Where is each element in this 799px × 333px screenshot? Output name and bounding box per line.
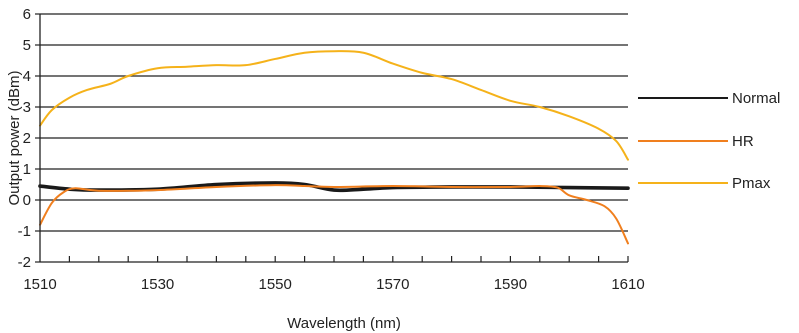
x-tick-label: 1510 — [23, 276, 56, 293]
grid-lines — [40, 44, 628, 232]
x-tick-label: 1610 — [611, 276, 644, 293]
legend-label-normal: Normal — [732, 90, 780, 107]
series-lines — [38, 50, 630, 245]
y-tick-label: 3 — [23, 99, 31, 116]
x-tick-label: 1570 — [376, 276, 409, 293]
legend-label-pmax: Pmax — [732, 175, 771, 192]
y-tick-label: 1 — [23, 161, 31, 178]
y-tick-label: 4 — [23, 68, 31, 85]
y-tick-label: 5 — [23, 37, 31, 54]
y-tick-label: -2 — [18, 254, 31, 271]
y-tick-label: 0 — [23, 192, 31, 209]
legend: Normal HR Pmax — [638, 90, 780, 192]
x-tick-label: 1550 — [259, 276, 292, 293]
y-tick-label: 6 — [23, 6, 31, 23]
y-tick-label: 2 — [23, 130, 31, 147]
y-tick-label: -1 — [18, 223, 31, 240]
y-axis-label: Output power (dBm) — [6, 70, 23, 205]
y-axis-ticks: -2 -1 0 1 2 3 4 5 6 — [18, 6, 40, 271]
x-tick-label: 1530 — [141, 276, 174, 293]
series-line-pmax — [39, 50, 629, 161]
x-axis-label: Wavelength (nm) — [287, 315, 401, 332]
series-line-hr — [39, 184, 629, 245]
x-axis-ticks: 1510 1530 1550 1570 1590 1610 — [23, 256, 645, 293]
x-tick-label: 1590 — [494, 276, 527, 293]
legend-label-hr: HR — [732, 133, 754, 150]
